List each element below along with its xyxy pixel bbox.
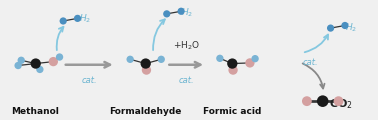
Text: H$_2$: H$_2$	[181, 7, 194, 19]
Point	[304, 100, 310, 102]
Point	[143, 63, 149, 65]
Point	[57, 56, 63, 58]
Point	[74, 17, 81, 19]
Point	[143, 69, 149, 71]
Text: cat.: cat.	[81, 76, 97, 85]
Text: cat.: cat.	[178, 76, 194, 85]
Point	[229, 63, 235, 65]
Text: +H$_2$O: +H$_2$O	[173, 39, 200, 52]
Point	[328, 27, 334, 29]
Point	[230, 69, 236, 71]
Point	[247, 62, 253, 64]
Point	[15, 65, 21, 66]
Text: cat.: cat.	[302, 58, 318, 67]
Text: CO$_2$: CO$_2$	[329, 98, 353, 111]
Point	[50, 61, 56, 63]
Text: H$_2$: H$_2$	[345, 21, 358, 34]
Point	[33, 63, 39, 65]
Text: H$_2$: H$_2$	[79, 13, 91, 25]
Text: Methanol: Methanol	[11, 107, 59, 116]
Point	[37, 69, 43, 70]
Point	[252, 58, 258, 60]
Point	[342, 24, 348, 26]
Text: Formic acid: Formic acid	[203, 107, 262, 116]
Point	[158, 58, 164, 60]
Point	[320, 100, 326, 102]
Text: Formaldehyde: Formaldehyde	[110, 107, 182, 116]
Point	[336, 100, 342, 102]
Point	[178, 10, 184, 12]
Point	[164, 13, 170, 15]
Point	[18, 59, 24, 61]
Point	[127, 58, 133, 60]
Point	[217, 57, 223, 59]
Point	[60, 20, 66, 22]
